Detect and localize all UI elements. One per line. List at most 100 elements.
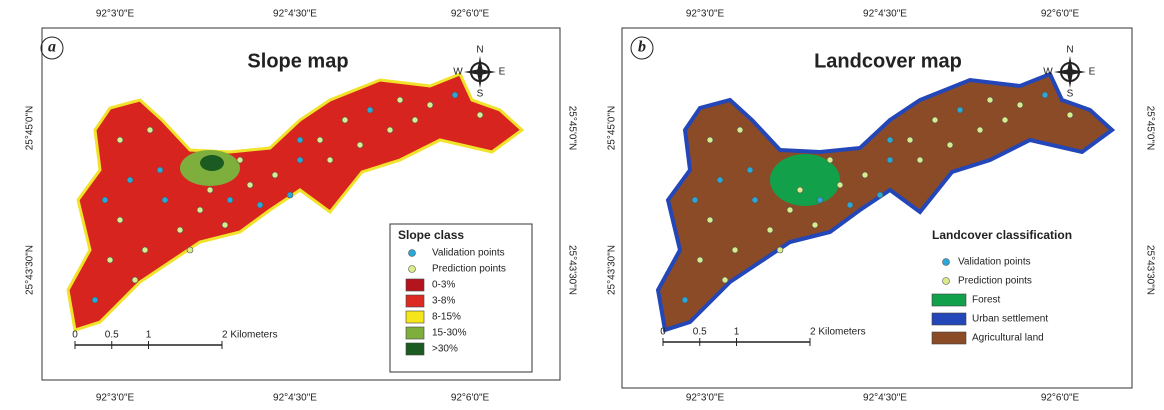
map-point [917, 157, 923, 163]
map-point [817, 197, 823, 203]
legend-label: 3-8% [432, 296, 455, 307]
legend-point [409, 250, 416, 257]
map-point [752, 197, 758, 203]
top-coordinate: 92°3'0"E [96, 9, 135, 20]
legend-swatch [932, 332, 966, 344]
map-point [847, 202, 853, 208]
bottom-coordinate: 92°6'0"E [1041, 393, 1080, 404]
map-point [92, 297, 98, 303]
map-point [207, 187, 213, 193]
north-label: N [476, 45, 483, 56]
bottom-coordinate: 92°4'30"E [863, 393, 907, 404]
right-coordinate: 25°43'30"N [1144, 245, 1155, 295]
legend-title: Landcover classification [932, 228, 1072, 242]
map-point [797, 187, 803, 193]
map-point [227, 197, 233, 203]
map-point [197, 207, 203, 213]
map-point [1002, 117, 1008, 123]
legend-label: 8-15% [432, 312, 461, 323]
north-label: W [1043, 67, 1053, 78]
north-label: E [499, 67, 506, 78]
legend-label: >30% [432, 344, 458, 355]
map-point [787, 207, 793, 213]
map-point [222, 222, 228, 228]
figure: aSlope map92°3'0"E92°3'0"E92°4'30"E92°4'… [0, 0, 1164, 410]
map-point [887, 157, 893, 163]
steep-area [200, 155, 224, 171]
right-coordinate: 25°45'0"N [1144, 106, 1155, 151]
legend-label: Forest [972, 295, 1001, 306]
top-coordinate: 92°4'30"E [863, 9, 907, 20]
legend-swatch [406, 327, 424, 339]
scale-label: 1 [146, 330, 152, 341]
map-point [237, 157, 243, 163]
map-point [147, 127, 153, 133]
scale-label: 2 Kilometers [222, 330, 278, 341]
legend-swatch [932, 294, 966, 306]
map-point [932, 117, 938, 123]
map-point [287, 192, 293, 198]
bottom-coordinate: 92°6'0"E [451, 393, 490, 404]
top-coordinate: 92°6'0"E [1041, 9, 1080, 20]
legend-label: Agricultural land [972, 333, 1044, 344]
map-point [162, 197, 168, 203]
map-point [367, 107, 373, 113]
map-point [177, 227, 183, 233]
bottom-coordinate: 92°4'30"E [273, 393, 317, 404]
map-point [117, 137, 123, 143]
map-point [102, 197, 108, 203]
legend-label: Prediction points [432, 264, 506, 275]
map-point [1017, 102, 1023, 108]
map-point [722, 277, 728, 283]
legend-swatch [932, 313, 966, 325]
left-coordinate: 25°45'0"N [25, 106, 36, 151]
north-label: W [453, 67, 463, 78]
map-point [837, 182, 843, 188]
map-point [452, 92, 458, 98]
map-point [987, 97, 993, 103]
map-point [297, 137, 303, 143]
scale-label: 1 [734, 327, 740, 338]
legend-swatch [406, 279, 424, 291]
legend-label: Validation points [432, 248, 505, 259]
map-point [357, 142, 363, 148]
panel-label: b [638, 39, 646, 56]
legend-title: Slope class [398, 228, 464, 242]
map-point [747, 167, 753, 173]
map-point [257, 202, 263, 208]
map-point [342, 117, 348, 123]
scale-label: 0.5 [105, 330, 119, 341]
legend-point [943, 259, 950, 266]
map-point [692, 197, 698, 203]
map-point [142, 247, 148, 253]
top-coordinate: 92°4'30"E [273, 9, 317, 20]
map-point [1042, 92, 1048, 98]
scale-label: 2 Kilometers [810, 327, 866, 338]
map-point [732, 247, 738, 253]
map-point [157, 167, 163, 173]
legend-label: 0-3% [432, 280, 455, 291]
scale-label: 0 [72, 330, 78, 341]
map-point [132, 277, 138, 283]
legend-point [943, 278, 950, 285]
legend-swatch [406, 343, 424, 355]
scale-label: 0 [660, 327, 666, 338]
map-point [767, 227, 773, 233]
map-point [977, 127, 983, 133]
right-coordinate: 25°43'30"N [566, 245, 577, 295]
map-point [877, 192, 883, 198]
north-label: S [1067, 89, 1074, 100]
map-point [247, 182, 253, 188]
map-point [297, 157, 303, 163]
legend-label: 15-30% [432, 328, 467, 339]
map-point [397, 97, 403, 103]
map-point [717, 177, 723, 183]
map-point [327, 157, 333, 163]
legend-label: Prediction points [958, 276, 1032, 287]
map-point [827, 157, 833, 163]
map-point [887, 137, 893, 143]
map-point [707, 217, 713, 223]
map-point [682, 297, 688, 303]
map-point [697, 257, 703, 263]
legend-swatch [406, 311, 424, 323]
